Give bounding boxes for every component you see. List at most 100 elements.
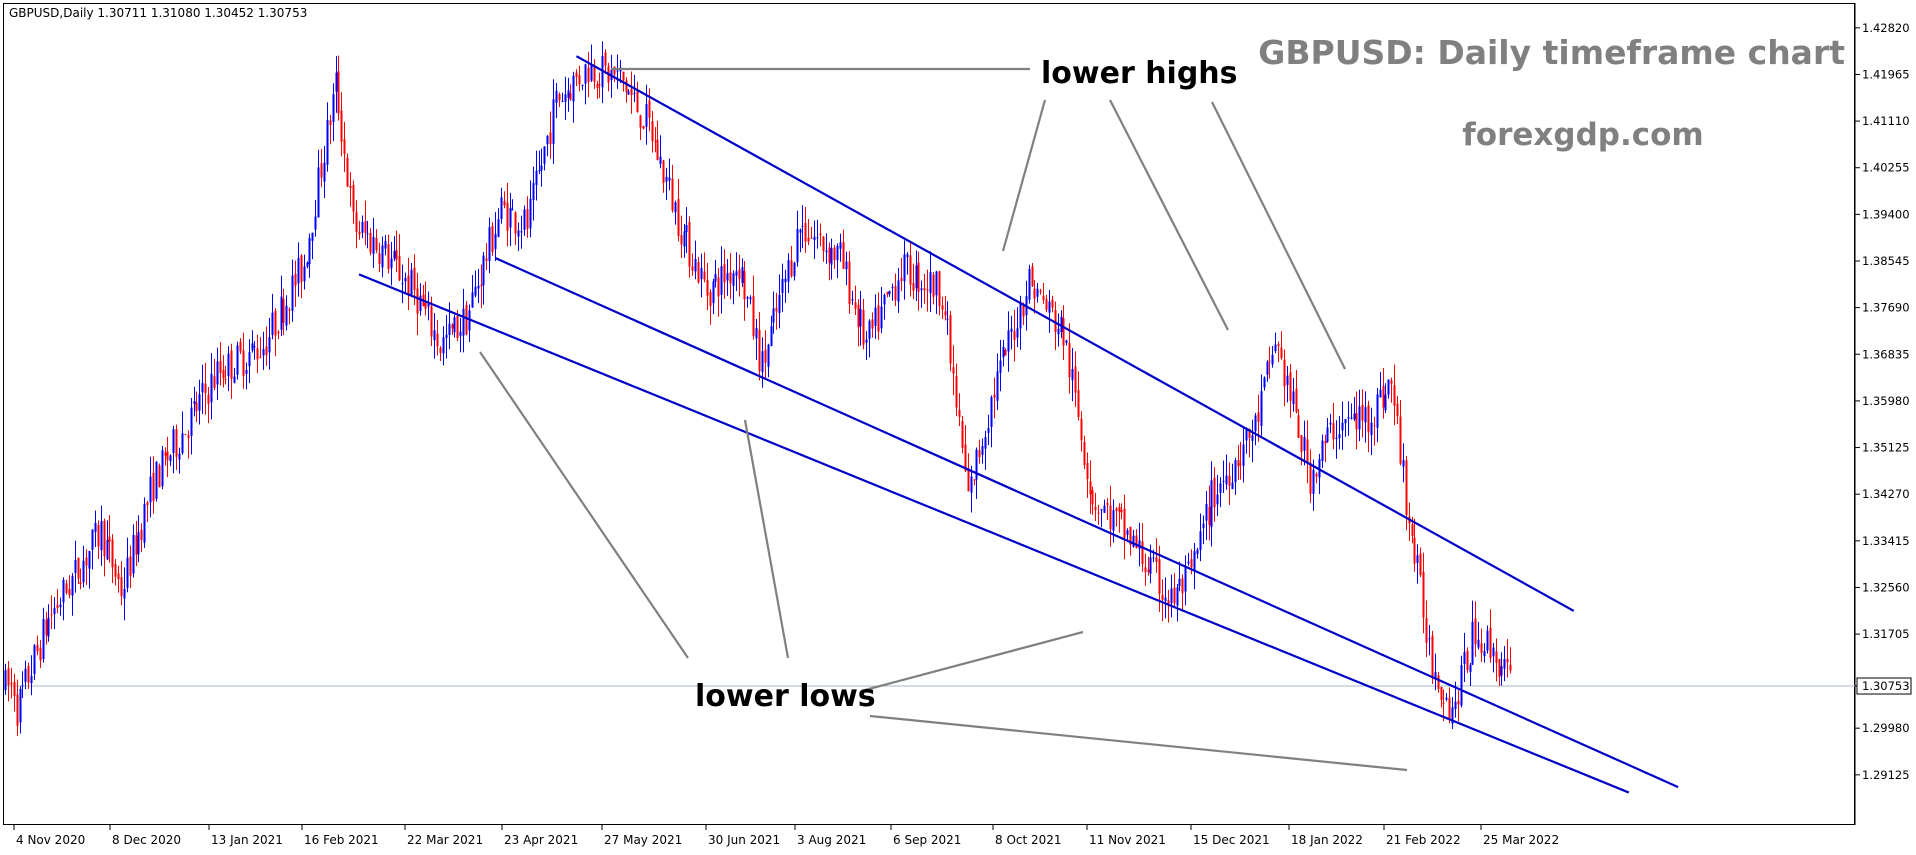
candle-body <box>1141 541 1144 564</box>
candle-body <box>1161 594 1164 600</box>
candle-body <box>1376 394 1379 428</box>
candle-body <box>1144 567 1147 573</box>
candle-body <box>308 237 311 264</box>
candle-body <box>1312 469 1315 494</box>
candle-body <box>1413 537 1416 564</box>
candle-body <box>1222 480 1225 482</box>
candle-body <box>227 353 230 377</box>
candle-body <box>656 139 659 161</box>
candle-body <box>1257 412 1260 422</box>
candle-body <box>143 503 146 543</box>
candle-body <box>540 165 543 171</box>
candle-body <box>129 556 132 576</box>
candle-body <box>390 258 393 269</box>
candle-body <box>97 524 100 547</box>
candle-body <box>50 614 53 616</box>
candle-body <box>1382 386 1385 408</box>
candle-body <box>1208 506 1211 525</box>
candle-body <box>816 237 819 239</box>
candle-body <box>1089 481 1092 495</box>
candle-body <box>755 327 758 339</box>
candle-body <box>480 284 483 287</box>
candle-body <box>514 212 517 234</box>
candle-body <box>1112 510 1115 531</box>
candle-body <box>100 520 103 551</box>
candle-body <box>1155 557 1158 562</box>
candle-body <box>558 94 561 101</box>
candle-body <box>419 295 422 311</box>
candle-body <box>332 94 335 123</box>
candle-body <box>1135 535 1138 548</box>
candle-body <box>616 70 619 72</box>
candle-body <box>320 163 323 178</box>
candle-body <box>917 262 920 292</box>
candle-body <box>381 245 384 268</box>
x-tick-label: 22 Mar 2021 <box>407 833 483 847</box>
candle-body <box>1390 380 1393 384</box>
candle-body <box>1350 417 1353 419</box>
candle-body <box>1280 347 1283 359</box>
candle-body <box>190 407 193 436</box>
candle-body <box>1118 507 1121 512</box>
candle-body <box>1242 444 1245 466</box>
candle-body <box>401 283 404 285</box>
candle-body <box>346 157 349 187</box>
candle-body <box>790 260 793 277</box>
candle-body <box>671 178 674 211</box>
candle-body <box>593 67 596 82</box>
candle-body <box>909 255 912 285</box>
candle-body <box>364 221 367 233</box>
candle-body <box>1176 587 1179 606</box>
candle-body <box>204 383 207 394</box>
candle-body <box>1199 531 1202 551</box>
candle-body <box>1045 299 1048 310</box>
candle-body <box>509 207 512 228</box>
candle-body <box>886 292 889 295</box>
candle-body <box>627 91 630 95</box>
annotation-pointer-line <box>479 351 689 659</box>
candle-body <box>1031 266 1034 287</box>
candle-body <box>1445 697 1448 700</box>
candle-body <box>799 229 802 233</box>
candle-body <box>810 237 813 239</box>
candle-body <box>926 289 929 291</box>
candle-body <box>674 202 677 213</box>
candle-body <box>256 348 259 360</box>
candle-body <box>694 258 697 272</box>
candle-body <box>53 608 56 615</box>
candle-body <box>720 266 723 295</box>
candle-body <box>1167 600 1170 605</box>
candle-body <box>265 346 268 355</box>
candle-body <box>311 232 314 241</box>
candle-body <box>1007 330 1010 352</box>
y-tick-label: 1.32560 <box>1862 580 1910 594</box>
annotation-pointer-line <box>1109 99 1229 331</box>
candle-body <box>732 273 735 286</box>
candle-body <box>897 280 900 302</box>
candle-body <box>488 227 491 262</box>
candle-body <box>314 216 317 230</box>
candle-body <box>1387 379 1390 395</box>
candle-body <box>1013 331 1016 341</box>
candle-body <box>1010 328 1013 332</box>
candle-body <box>642 125 645 129</box>
candle-body <box>1228 475 1231 486</box>
candle-body <box>413 267 416 290</box>
candle-body <box>1091 490 1094 505</box>
candle-body <box>819 233 822 236</box>
candle-body <box>700 267 703 280</box>
candle-body <box>651 121 654 142</box>
candle-body <box>891 286 894 288</box>
candle-body <box>775 307 778 312</box>
watermark-site: forexgdp.com <box>1462 117 1703 153</box>
candle-body <box>503 200 506 206</box>
candle-body <box>71 576 74 596</box>
candle-body <box>1210 480 1213 528</box>
candle-body <box>801 225 804 227</box>
candle-body <box>152 472 155 501</box>
candle-body <box>169 455 172 462</box>
candle-body <box>1315 473 1318 477</box>
candle-body <box>633 93 636 95</box>
candle-body <box>445 334 448 338</box>
candle-body <box>393 251 396 259</box>
